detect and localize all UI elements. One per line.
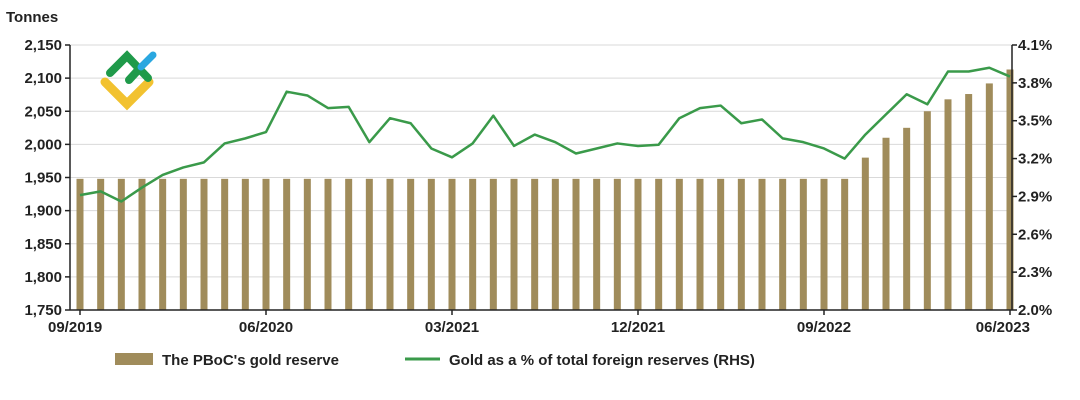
- bar: [551, 178, 559, 310]
- bar: [407, 178, 415, 310]
- bar: [448, 178, 456, 310]
- bar: [737, 178, 745, 310]
- y-tick-label: 1,750: [24, 302, 62, 319]
- bar: [117, 178, 125, 310]
- y-tick-label: 1,850: [24, 236, 62, 253]
- bar: [138, 178, 146, 310]
- y-right-tick-label: 3.5%: [1018, 113, 1052, 130]
- bar: [717, 178, 725, 310]
- logo-green-mark: [106, 50, 152, 84]
- legend-swatch-bar: [115, 353, 153, 365]
- y-right-tick-label: 2.3%: [1018, 264, 1052, 281]
- bar: [489, 178, 497, 310]
- bar: [882, 137, 890, 310]
- bar: [593, 178, 601, 310]
- bar: [820, 178, 828, 310]
- bar: [1006, 69, 1014, 310]
- line-series: [79, 66, 1011, 203]
- logo-yellow-chevron: [100, 77, 154, 111]
- bar: [696, 178, 704, 310]
- y-tick-label: 2,050: [24, 103, 62, 120]
- bar: [944, 99, 952, 310]
- bar: [758, 178, 766, 310]
- bar: [655, 178, 663, 310]
- bar: [510, 178, 518, 310]
- bar: [841, 178, 849, 310]
- bar: [365, 178, 373, 310]
- axes: [65, 44, 1017, 315]
- bar: [345, 178, 353, 310]
- y-right-tick-label: 2.9%: [1018, 188, 1052, 205]
- bar-series: [76, 69, 1014, 311]
- bar: [241, 178, 249, 310]
- bar: [179, 178, 187, 310]
- gridlines: [70, 44, 1012, 311]
- y-tick-label: 1,900: [24, 203, 62, 220]
- bar: [531, 178, 539, 310]
- bar: [613, 178, 621, 310]
- x-tick-label: 09/2019: [48, 319, 102, 336]
- line-path: [79, 66, 1011, 203]
- bar: [159, 178, 167, 310]
- y-axis-left-ticks: 2,150 2,100 2,050 2,000 1,950 1,900 1,850 1,800…: [24, 37, 62, 319]
- y-tick-label: 2,100: [24, 70, 62, 87]
- bar: [903, 127, 911, 310]
- bar: [634, 178, 642, 310]
- bar: [861, 157, 869, 310]
- y-tick-label: 1,800: [24, 269, 62, 286]
- legend: The PBoC's gold reserve Gold as a % of t…: [115, 352, 755, 369]
- bar: [985, 83, 993, 310]
- bar: [386, 178, 394, 310]
- bar: [779, 178, 787, 310]
- y-right-tick-label: 2.6%: [1018, 226, 1052, 243]
- legend-label-bar: The PBoC's gold reserve: [162, 352, 339, 369]
- y-tick-label: 2,000: [24, 136, 62, 153]
- bar: [200, 178, 208, 310]
- x-tick-label: 12/2021: [611, 319, 665, 336]
- bar: [923, 111, 931, 310]
- bar: [572, 178, 580, 310]
- y-tick-label: 1,950: [24, 170, 62, 187]
- x-tick-label: 09/2022: [797, 319, 851, 336]
- y-right-tick-label: 3.8%: [1018, 75, 1052, 92]
- y-right-tick-label: 4.1%: [1018, 37, 1052, 54]
- bar: [469, 178, 477, 310]
- legend-label-line: Gold as a % of total foreign reserves (R…: [449, 352, 755, 369]
- bar: [76, 178, 84, 310]
- y-right-tick-label: 2.0%: [1018, 302, 1052, 319]
- x-axis-ticks: 09/2019 06/2020 03/2021 12/2021 09/2022 06/20…: [48, 319, 1030, 336]
- y-axis-right-ticks: 4.1% 3.8% 3.5% 3.2% 2.9% 2.6% 2.3% 2.0%: [1018, 37, 1052, 319]
- bar: [303, 178, 311, 310]
- x-tick-label: 03/2021: [425, 319, 479, 336]
- logo: [100, 50, 157, 111]
- bar: [799, 178, 807, 310]
- bar: [965, 94, 973, 311]
- bar: [221, 178, 229, 310]
- y-right-tick-label: 3.2%: [1018, 151, 1052, 168]
- bar: [324, 178, 332, 310]
- bar: [427, 178, 435, 310]
- x-tick-label: 06/2023: [976, 319, 1030, 336]
- bar: [97, 178, 105, 310]
- x-tick-label: 06/2020: [239, 319, 293, 336]
- y-tick-label: 2,150: [24, 37, 62, 54]
- bar: [283, 178, 291, 310]
- bar: [262, 178, 270, 310]
- y-axis-unit-label: Tonnes: [6, 9, 58, 26]
- logo-blue-mark: [137, 51, 157, 71]
- bar: [675, 178, 683, 310]
